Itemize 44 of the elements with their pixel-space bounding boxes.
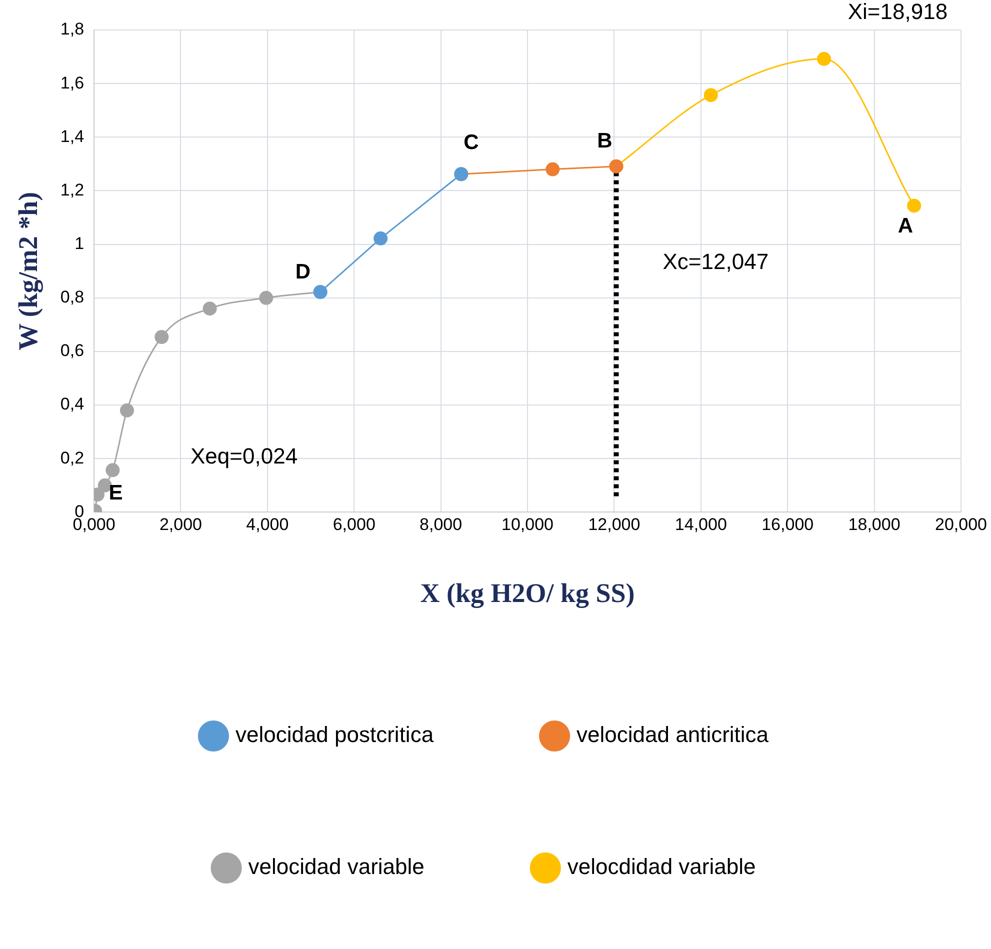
point bbox=[546, 162, 560, 176]
y-tick-label: 1 bbox=[74, 234, 84, 253]
x-tick-label: 8,000 bbox=[420, 515, 462, 534]
y-tick-label: 1,2 bbox=[60, 180, 84, 200]
point bbox=[907, 198, 922, 213]
x-tick-label: 12,000 bbox=[588, 515, 640, 534]
y-tick-label: 0,2 bbox=[60, 448, 84, 468]
annotation: Xeq=0,024 bbox=[190, 443, 298, 468]
x-axis-title: X (kg H2O/ kg SS) bbox=[420, 578, 635, 608]
x-tick-label: 18,000 bbox=[848, 515, 900, 534]
point bbox=[259, 290, 274, 305]
point bbox=[106, 463, 120, 478]
point bbox=[374, 231, 388, 246]
legend-label: velocidad variable bbox=[248, 854, 424, 880]
y-tick-label: 0,6 bbox=[60, 341, 84, 360]
annotation: A bbox=[898, 214, 914, 238]
y-axis-title: W (kg/m2 *h) bbox=[13, 192, 44, 350]
legend-label: velocidad postcritica bbox=[235, 722, 434, 748]
annotation: B bbox=[597, 130, 612, 153]
y-tick-label: 0,4 bbox=[60, 394, 84, 414]
point bbox=[704, 88, 718, 102]
y-tick-label: 0,8 bbox=[60, 288, 84, 307]
y-tick-label: 1,6 bbox=[60, 73, 84, 92]
x-tick-label: 20,000 bbox=[935, 515, 987, 534]
annotation: Xc=12,047 bbox=[662, 248, 769, 274]
x-tick-label: 10,000 bbox=[502, 515, 554, 534]
text: Xi=18,918 bbox=[848, 0, 948, 24]
annotation: E bbox=[108, 482, 123, 505]
point bbox=[98, 478, 112, 492]
annotation: C bbox=[464, 131, 479, 154]
point bbox=[120, 403, 134, 418]
y-tick-label: 1,4 bbox=[60, 126, 84, 146]
x-tick-label: 14,000 bbox=[674, 515, 727, 534]
point bbox=[202, 302, 217, 316]
x-tick-label: 2,000 bbox=[159, 515, 202, 534]
legend-label: velocidad anticritica bbox=[576, 722, 770, 748]
annotation: D bbox=[295, 260, 311, 284]
x-tick-label: 6,000 bbox=[332, 515, 376, 534]
x-tick-label: 16,000 bbox=[762, 515, 814, 534]
point bbox=[154, 330, 169, 344]
legend-label: velocdidad variable bbox=[567, 854, 756, 880]
y-tick-label: 1,8 bbox=[60, 20, 84, 39]
x-tick-label: 4,000 bbox=[246, 515, 289, 534]
point bbox=[817, 52, 832, 66]
